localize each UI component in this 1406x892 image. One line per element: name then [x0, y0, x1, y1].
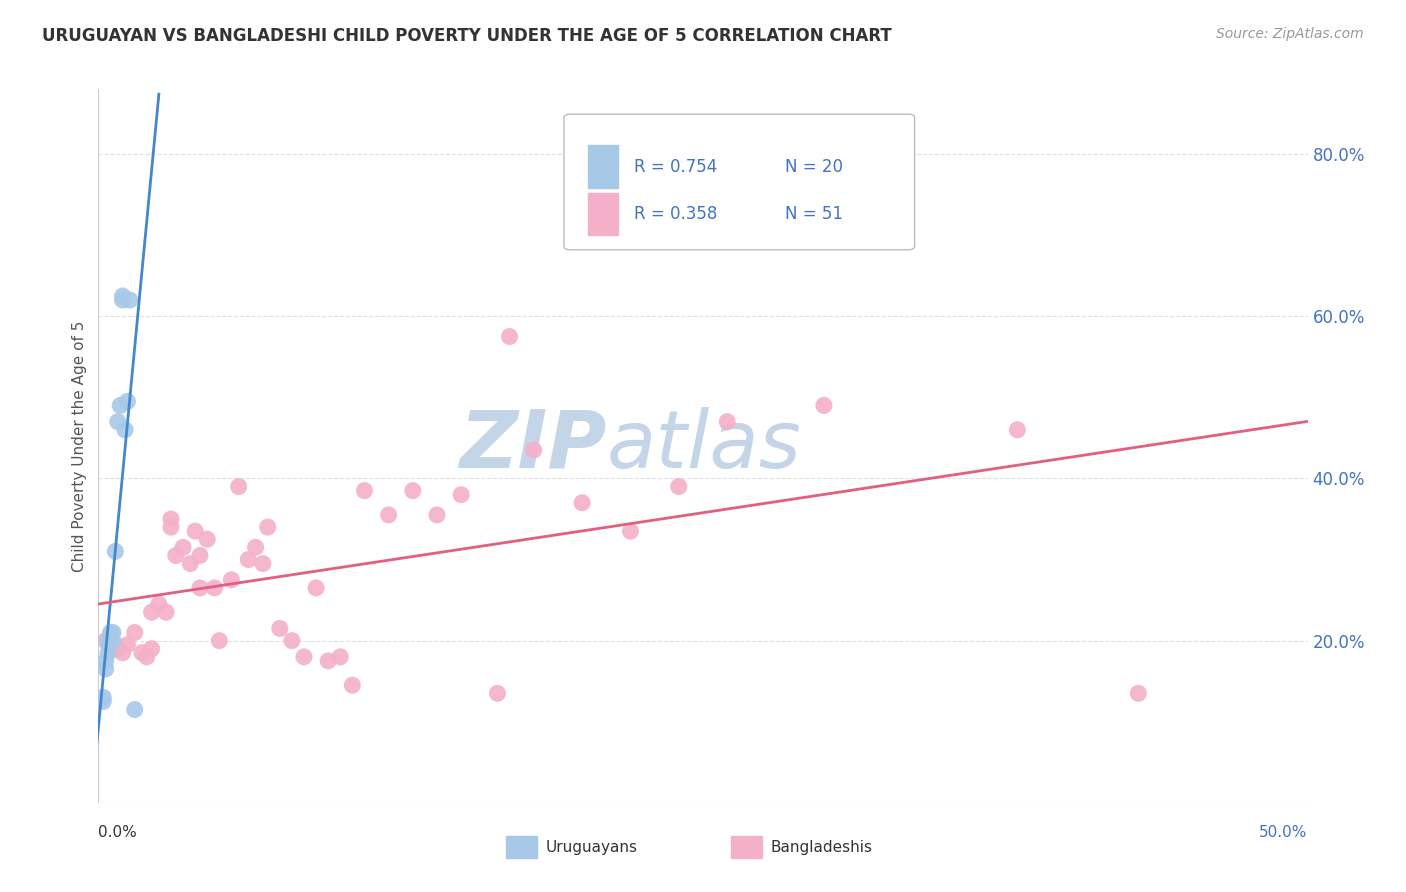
Point: [97, 633, 120, 648]
Point: [238, 552, 260, 566]
Point: [91, 694, 114, 708]
Point: [107, 415, 129, 429]
Y-axis label: Child Poverty Under the Age of 5: Child Poverty Under the Age of 5: [72, 320, 87, 572]
Point: [1128, 686, 1150, 700]
Point: [117, 394, 139, 409]
Point: [111, 646, 134, 660]
Point: [426, 508, 449, 522]
Bar: [588, 193, 619, 235]
Point: [118, 293, 141, 307]
Point: [155, 605, 177, 619]
Point: [450, 488, 472, 502]
Bar: [588, 145, 619, 188]
Point: [402, 483, 425, 498]
Point: [523, 443, 546, 458]
Point: [94, 662, 117, 676]
Point: [97, 646, 120, 660]
Point: [117, 638, 139, 652]
Point: [208, 633, 231, 648]
Point: [141, 605, 163, 619]
Point: [94, 654, 117, 668]
Point: [342, 678, 364, 692]
Point: [292, 649, 315, 664]
Point: [141, 641, 163, 656]
Point: [204, 581, 226, 595]
Point: [195, 533, 218, 547]
Point: [124, 702, 146, 716]
Point: [108, 399, 131, 413]
Point: [111, 293, 134, 307]
Point: [1007, 423, 1029, 437]
Point: [97, 638, 120, 652]
Point: [228, 479, 250, 493]
Point: [252, 557, 274, 571]
Text: ZIP: ZIP: [458, 407, 606, 485]
Text: Bangladeshis: Bangladeshis: [770, 840, 873, 855]
Point: [245, 541, 267, 555]
FancyBboxPatch shape: [564, 114, 915, 250]
Text: 0.0%: 0.0%: [98, 825, 138, 840]
Point: [179, 557, 201, 571]
Point: [316, 654, 339, 668]
Point: [172, 541, 194, 555]
Text: N = 20: N = 20: [785, 158, 844, 176]
Point: [377, 508, 399, 522]
Text: Uruguayans: Uruguayans: [546, 840, 637, 855]
Point: [329, 649, 352, 664]
Point: [114, 423, 136, 437]
Point: [131, 646, 153, 660]
Point: [498, 329, 520, 343]
Point: [188, 581, 211, 595]
Point: [486, 686, 509, 700]
Point: [101, 625, 124, 640]
Text: 50.0%: 50.0%: [1260, 825, 1308, 840]
Point: [91, 690, 114, 705]
Point: [353, 483, 375, 498]
Text: R = 0.358: R = 0.358: [634, 205, 717, 223]
Point: [305, 581, 328, 595]
Point: [111, 289, 134, 303]
Point: [104, 544, 127, 558]
Point: [124, 625, 146, 640]
Point: [188, 549, 211, 563]
Point: [281, 633, 304, 648]
Point: [160, 512, 183, 526]
Text: N = 51: N = 51: [785, 205, 844, 223]
Point: [94, 633, 117, 648]
Point: [619, 524, 641, 538]
Point: [148, 597, 170, 611]
Point: [135, 649, 157, 664]
Point: [184, 524, 207, 538]
Point: [101, 633, 124, 648]
Point: [221, 573, 243, 587]
Point: [107, 641, 129, 656]
Point: [813, 399, 835, 413]
Point: [668, 479, 690, 493]
Point: [571, 496, 593, 510]
Text: URUGUAYAN VS BANGLADESHI CHILD POVERTY UNDER THE AGE OF 5 CORRELATION CHART: URUGUAYAN VS BANGLADESHI CHILD POVERTY U…: [42, 27, 891, 45]
Point: [100, 625, 122, 640]
Text: Source: ZipAtlas.com: Source: ZipAtlas.com: [1216, 27, 1364, 41]
Point: [269, 622, 291, 636]
Point: [165, 549, 187, 563]
Text: atlas: atlas: [606, 407, 801, 485]
Point: [256, 520, 278, 534]
Text: R = 0.754: R = 0.754: [634, 158, 717, 176]
Point: [101, 638, 124, 652]
Point: [160, 520, 183, 534]
Point: [716, 415, 738, 429]
Point: [100, 630, 122, 644]
